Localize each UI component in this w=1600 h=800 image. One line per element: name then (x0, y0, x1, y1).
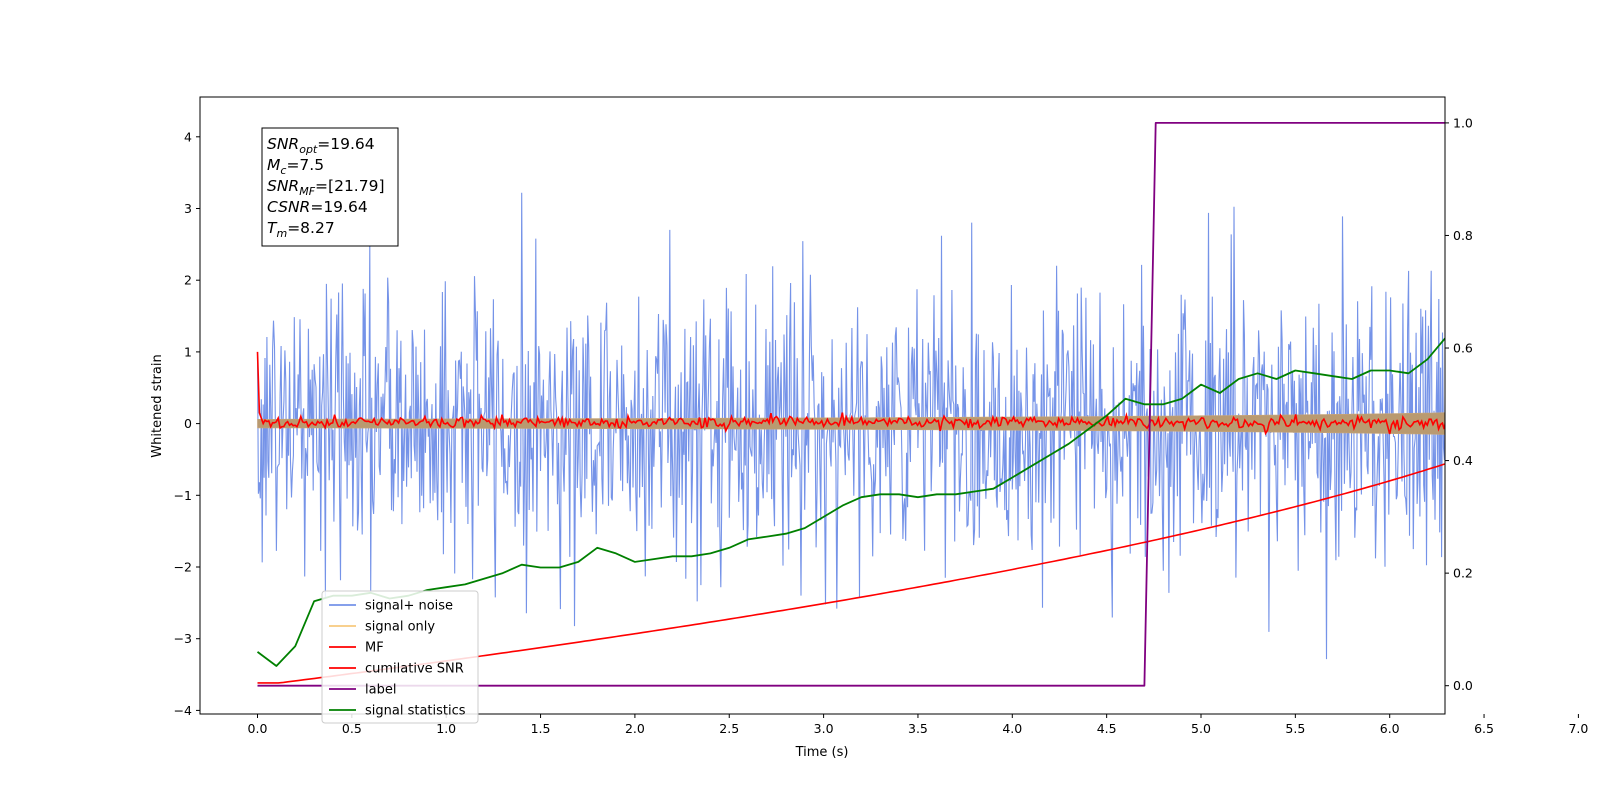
legend-entry: signal+ noise (365, 599, 453, 614)
x-tick-label: 0.5 (342, 721, 362, 736)
annotation-line: SNRopt=19.64 (267, 135, 375, 156)
y-tick-label: 2 (184, 273, 192, 288)
annotation-box: SNRopt=19.64Mc=7.5SNRMF=[21.79]CSNR=19.6… (261, 127, 399, 247)
y2-tick-label: 0.8 (1453, 228, 1473, 243)
legend-entry: cumilative SNR (365, 662, 464, 677)
y2-tick-label: 0.0 (1453, 678, 1473, 693)
x-tick-label: 4.0 (1002, 721, 1022, 736)
legend-entry: MF (365, 641, 384, 656)
annotation-line: CSNR=19.64 (267, 198, 368, 216)
annotation-line: Tm=8.27 (267, 219, 335, 240)
x-tick-label: 3.5 (908, 721, 928, 736)
legend-frame (321, 590, 479, 724)
x-tick-label: 6.0 (1380, 721, 1400, 736)
y-tick-label: 0 (184, 416, 192, 431)
x-axis: 0.0 0.5 1.0 1.5 2.0 2.5 3.0 3.5 4.0 4.5 5.0 5.5 6.0 6… (248, 714, 1588, 736)
series-mf (256, 351, 1445, 436)
y-axis-right: 0.0 0.2 0.4 0.6 0.8 1.0 (1445, 115, 1473, 693)
y2-tick-label: 0.6 (1453, 341, 1473, 356)
series-signal-statistics (256, 336, 1445, 667)
legend: signal+ noise signal only MF cumilative SNR… (321, 590, 479, 724)
y-axis-left: −4 −3 −2 −1 0 1 2 3 4 (174, 129, 200, 718)
x-tick-label: 2.5 (719, 721, 739, 736)
annotation-line: SNRMF=[21.79] (267, 177, 385, 198)
x-tick-label: 7.0 (1568, 721, 1588, 736)
y-tick-label: −3 (174, 631, 192, 646)
legend-entry: signal statistics (365, 704, 466, 719)
x-tick-label: 0.0 (248, 721, 268, 736)
y2-tick-label: 1.0 (1453, 115, 1473, 130)
y-tick-label: 4 (184, 129, 192, 144)
x-tick-label: 1.5 (531, 721, 551, 736)
x-tick-label: 1.0 (436, 721, 456, 736)
x-tick-label: 5.5 (1285, 721, 1305, 736)
y-axis-label: Whitened strain (150, 354, 165, 457)
y2-tick-label: 0.4 (1453, 453, 1473, 468)
y2-tick-label: 0.2 (1453, 566, 1473, 581)
x-tick-label: 2.0 (625, 721, 645, 736)
x-tick-label: 6.5 (1474, 721, 1494, 736)
y-tick-label: −4 (174, 703, 192, 718)
y-tick-label: −1 (174, 488, 192, 503)
series-signal-only (257, 412, 1445, 435)
x-tick-label: 5.0 (1191, 721, 1211, 736)
annotation-line: Mc=7.5 (267, 156, 324, 177)
series-cumulative-snr (257, 463, 1445, 684)
x-tick-label: 3.0 (814, 721, 834, 736)
annotation-frame (261, 127, 399, 247)
legend-entry: label (365, 683, 396, 698)
y-tick-label: −2 (174, 560, 192, 575)
x-axis-label: Time (s) (795, 745, 849, 760)
legend-entry: signal only (365, 620, 435, 635)
x-tick-label: 4.5 (1097, 721, 1117, 736)
y-tick-label: 1 (184, 344, 192, 359)
plot-area-frame (199, 96, 1446, 715)
y-tick-label: 3 (184, 201, 192, 216)
series-label (257, 122, 1445, 687)
